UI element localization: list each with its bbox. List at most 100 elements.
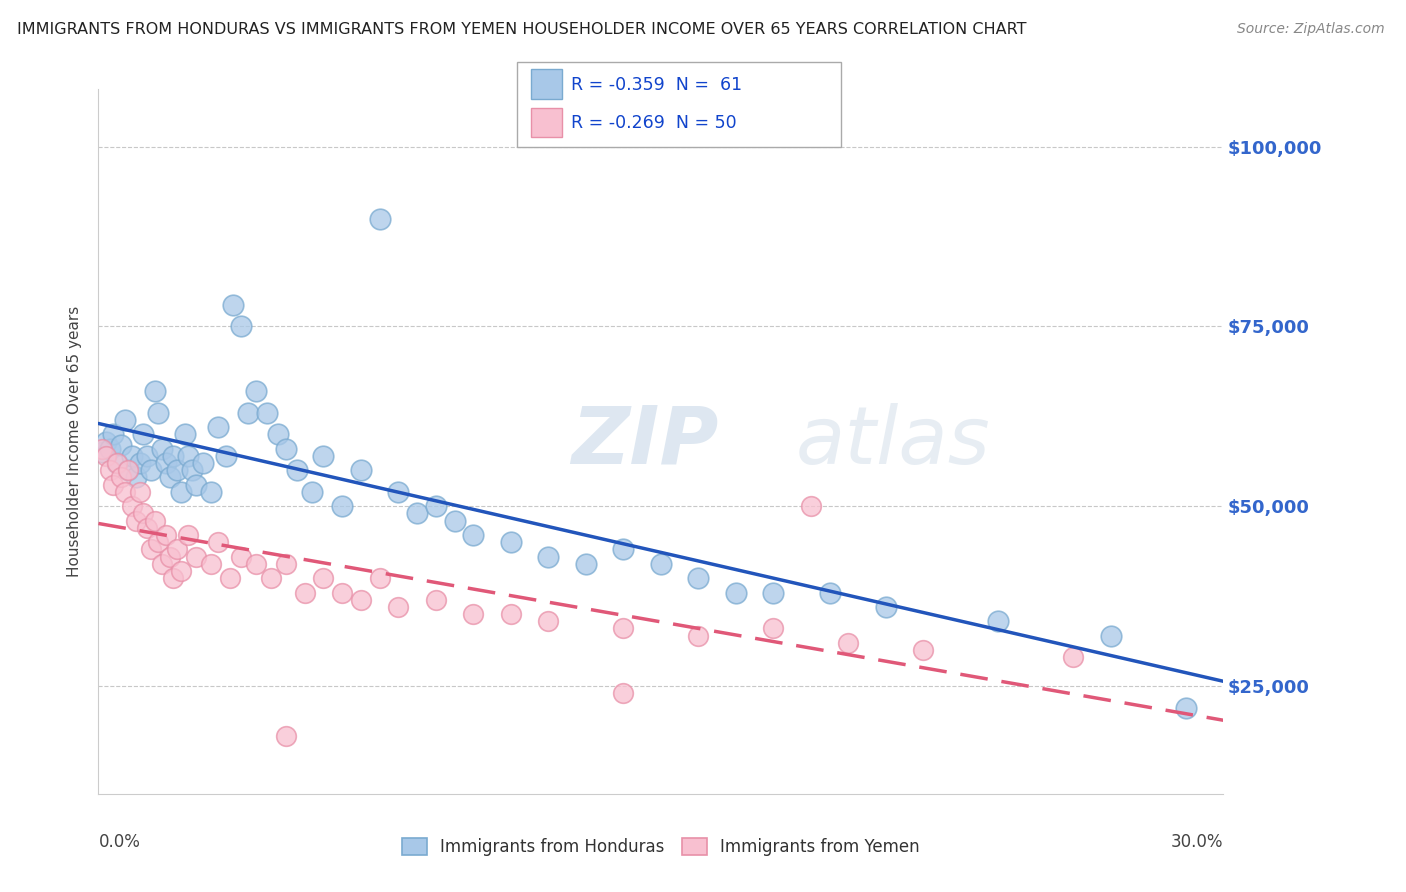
Point	[103, 427, 125, 442]
Point	[94, 449, 117, 463]
Point	[148, 406, 170, 420]
Point	[267, 427, 290, 442]
Point	[368, 211, 391, 226]
Point	[218, 571, 240, 585]
Point	[762, 622, 785, 636]
Point	[1062, 650, 1084, 665]
Point	[128, 456, 150, 470]
Point	[425, 592, 447, 607]
Text: R = -0.269  N = 50: R = -0.269 N = 50	[571, 114, 737, 132]
Point	[688, 571, 710, 585]
Point	[1174, 700, 1197, 714]
Point	[170, 484, 193, 499]
Point	[128, 484, 150, 499]
Point	[837, 636, 859, 650]
Point	[121, 500, 143, 514]
Point	[875, 599, 897, 614]
Point	[406, 507, 429, 521]
Point	[274, 730, 297, 744]
Point	[285, 463, 308, 477]
Point	[114, 484, 136, 499]
Legend: Immigrants from Honduras, Immigrants from Yemen: Immigrants from Honduras, Immigrants fro…	[395, 831, 927, 863]
Point	[330, 500, 353, 514]
Point	[139, 463, 162, 477]
Point	[612, 542, 634, 557]
Point	[98, 463, 121, 477]
Point	[121, 449, 143, 463]
Point	[818, 585, 841, 599]
Point	[575, 557, 598, 571]
Point	[173, 427, 195, 442]
Point	[207, 535, 229, 549]
Point	[215, 449, 238, 463]
Point	[762, 585, 785, 599]
Point	[312, 449, 335, 463]
Point	[132, 427, 155, 442]
Point	[162, 571, 184, 585]
Point	[166, 542, 188, 557]
Point	[245, 557, 267, 571]
Point	[162, 449, 184, 463]
Point	[301, 484, 323, 499]
Point	[177, 528, 200, 542]
Point	[463, 528, 485, 542]
Point	[184, 477, 207, 491]
Point	[155, 528, 177, 542]
Point	[368, 571, 391, 585]
Point	[177, 449, 200, 463]
Point	[245, 384, 267, 399]
Point	[229, 549, 252, 564]
Point	[238, 406, 260, 420]
Point	[987, 615, 1010, 629]
Point	[91, 442, 114, 456]
Point	[499, 535, 522, 549]
Point	[499, 607, 522, 621]
Point	[105, 456, 128, 470]
Text: atlas: atlas	[796, 402, 991, 481]
Point	[110, 470, 132, 484]
Point	[98, 442, 121, 456]
Point	[387, 484, 409, 499]
Point	[294, 585, 316, 599]
Point	[612, 622, 634, 636]
Point	[150, 557, 173, 571]
Point	[155, 456, 177, 470]
Point	[222, 298, 245, 312]
Text: 0.0%: 0.0%	[98, 832, 141, 851]
Point	[274, 442, 297, 456]
Point	[537, 549, 560, 564]
Point	[312, 571, 335, 585]
Point	[143, 514, 166, 528]
Point	[612, 686, 634, 700]
Point	[117, 463, 139, 477]
Point	[125, 514, 148, 528]
Point	[200, 484, 222, 499]
Point	[159, 549, 181, 564]
Point	[148, 535, 170, 549]
Point	[91, 445, 114, 459]
Point	[330, 585, 353, 599]
Point	[136, 521, 159, 535]
Text: Source: ZipAtlas.com: Source: ZipAtlas.com	[1237, 22, 1385, 37]
Point	[166, 463, 188, 477]
Point	[387, 599, 409, 614]
Point	[537, 615, 560, 629]
Point	[256, 406, 278, 420]
Point	[110, 438, 132, 452]
Point	[170, 564, 193, 578]
Point	[724, 585, 747, 599]
Text: IMMIGRANTS FROM HONDURAS VS IMMIGRANTS FROM YEMEN HOUSEHOLDER INCOME OVER 65 YEA: IMMIGRANTS FROM HONDURAS VS IMMIGRANTS F…	[17, 22, 1026, 37]
Point	[184, 549, 207, 564]
Y-axis label: Householder Income Over 65 years: Householder Income Over 65 years	[67, 306, 83, 577]
Text: ZIP: ZIP	[571, 402, 718, 481]
Point	[193, 456, 215, 470]
Point	[181, 463, 204, 477]
Point	[229, 319, 252, 334]
Point	[136, 449, 159, 463]
Point	[139, 542, 162, 557]
Point	[143, 384, 166, 399]
Point	[125, 470, 148, 484]
Point	[1099, 629, 1122, 643]
Point	[443, 514, 465, 528]
Text: 30.0%: 30.0%	[1171, 832, 1223, 851]
